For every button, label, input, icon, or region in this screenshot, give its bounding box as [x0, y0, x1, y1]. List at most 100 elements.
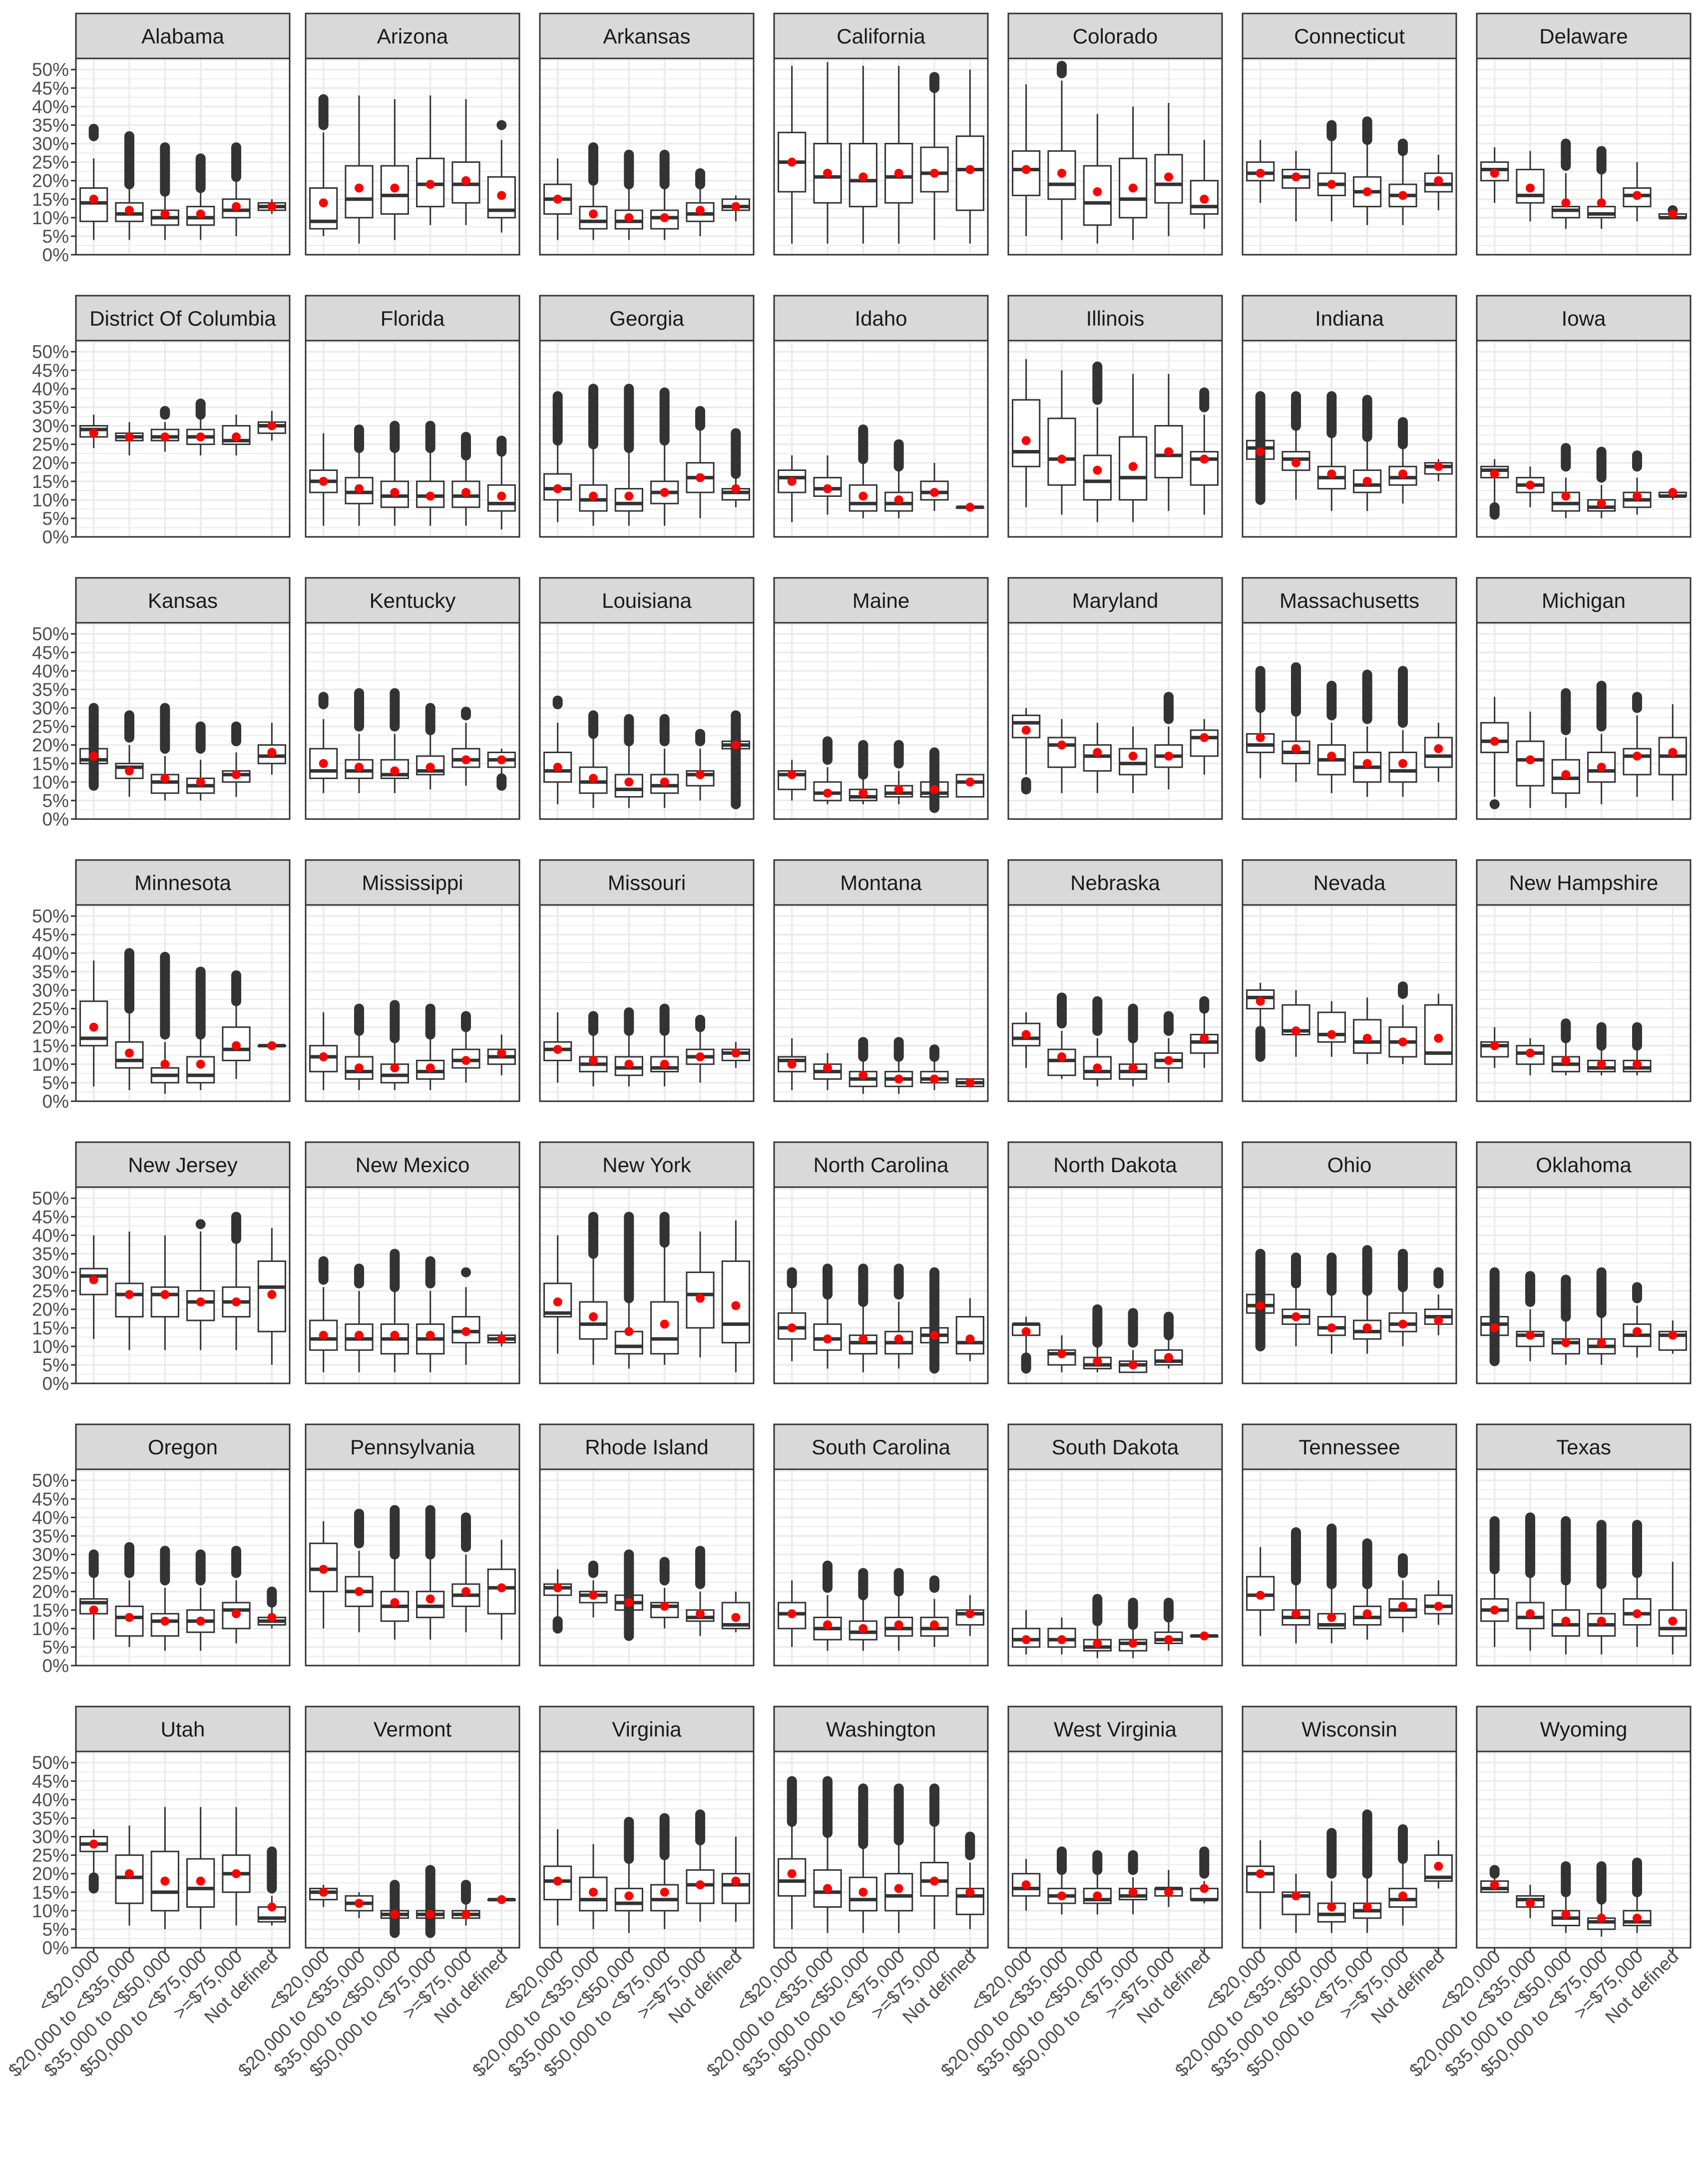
y-tick-label: 15%: [32, 1318, 69, 1338]
facet-title: Kentucky: [370, 589, 456, 612]
mean-point: [1291, 744, 1300, 754]
facet-strip: [773, 295, 989, 342]
y-tick-label: 10%: [32, 1054, 69, 1075]
panel-border: [1242, 57, 1457, 256]
mean-point: [589, 1056, 598, 1065]
y-tick-label: 15%: [32, 1600, 69, 1621]
facet-panel: Idaho: [773, 295, 989, 538]
facet-strip: [773, 12, 989, 59]
box: [380, 480, 409, 508]
facet-title: Maryland: [1072, 589, 1159, 612]
facet-title: Louisiana: [602, 589, 692, 612]
box: [579, 1301, 608, 1340]
mean-point: [390, 1063, 400, 1073]
mean-point: [823, 789, 832, 798]
mean-point: [89, 1839, 98, 1849]
panel-background: [774, 341, 988, 537]
panel-background: [1008, 623, 1222, 819]
mean-point: [267, 1902, 277, 1912]
facet-title: Indiana: [1315, 307, 1384, 330]
facet-title: Oklahoma: [1536, 1153, 1632, 1177]
panel-border: [773, 57, 989, 256]
box: [813, 1323, 842, 1351]
mean-point: [787, 476, 797, 486]
mean-point: [125, 1048, 134, 1058]
facet-strip: [75, 12, 291, 59]
mean-point: [1164, 447, 1173, 456]
panel-background: [76, 623, 290, 819]
mean-point: [660, 1319, 669, 1329]
facet-panel: Nevada: [1242, 859, 1457, 1102]
facet-strip: [539, 295, 755, 342]
mean-point: [426, 180, 435, 189]
mean-point: [1256, 168, 1265, 178]
facet-panel: Arizona: [305, 12, 520, 256]
mean-point: [160, 1290, 170, 1299]
y-tick-label: 20%: [32, 735, 69, 756]
mean-point: [731, 740, 741, 750]
mean-point: [1021, 1030, 1031, 1039]
mean-point: [1256, 447, 1265, 456]
y-tick-label: 10%: [32, 772, 69, 793]
mean-point: [589, 491, 598, 501]
mean-point: [823, 1063, 832, 1073]
panel-background: [1243, 58, 1456, 255]
mean-point: [1526, 1609, 1535, 1619]
panel-background: [1008, 58, 1222, 255]
y-tick-label: 5%: [42, 791, 69, 811]
facet-title: Colorado: [1073, 24, 1158, 48]
facet-strip: [1476, 1423, 1692, 1470]
mean-point: [1256, 1591, 1265, 1600]
mean-point: [267, 748, 277, 757]
mean-point: [1256, 996, 1265, 1006]
mean-point: [660, 213, 669, 222]
facet-title: North Carolina: [814, 1153, 949, 1177]
facet-strip: [1007, 1423, 1223, 1470]
mean-point: [267, 202, 277, 211]
box: [1012, 399, 1041, 467]
mean-point: [1164, 1056, 1173, 1065]
mean-point: [160, 432, 170, 441]
mean-point: [1398, 1037, 1407, 1047]
mean-point: [1362, 476, 1372, 486]
y-tick-label: 40%: [32, 943, 69, 963]
mean-point: [390, 1910, 400, 1919]
facet-strip: [773, 1706, 989, 1752]
facet-title: South Carolina: [812, 1435, 950, 1459]
y-tick-label: 15%: [32, 471, 69, 492]
mean-point: [125, 1290, 134, 1299]
panel-border: [539, 1468, 755, 1667]
mean-point: [89, 1022, 98, 1032]
facet-title: Illinois: [1086, 307, 1145, 330]
box: [1047, 737, 1076, 768]
mean-point: [858, 1071, 868, 1080]
panel-background: [1477, 623, 1691, 819]
facet-title: Nevada: [1313, 871, 1386, 894]
mean-point: [696, 1609, 705, 1619]
mean-point: [497, 755, 506, 765]
mean-point: [1668, 209, 1678, 219]
facet-panel: New York: [539, 1141, 755, 1384]
mean-point: [1597, 1913, 1606, 1923]
facet-title: Texas: [1556, 1435, 1611, 1459]
mean-point: [1526, 1048, 1535, 1058]
facet-title: California: [837, 24, 925, 48]
mean-point: [196, 1876, 205, 1886]
outlier-point: [195, 1219, 206, 1230]
panel-background: [76, 905, 290, 1101]
panel-background: [540, 1187, 754, 1383]
mean-point: [1256, 1301, 1265, 1310]
mean-point: [232, 1609, 241, 1619]
y-tick-label: 25%: [32, 434, 69, 455]
y-tick-label: 0%: [42, 245, 69, 265]
facet-strip: [539, 577, 755, 624]
outlier-point: [496, 120, 507, 130]
y-tick-label: 45%: [32, 1207, 69, 1227]
facet-strip: [1476, 12, 1692, 59]
y-tick-label: 20%: [32, 1017, 69, 1038]
mean-point: [1327, 180, 1336, 189]
mean-point: [1057, 1349, 1066, 1358]
mean-point: [1128, 1639, 1138, 1648]
y-tick-label: 30%: [32, 980, 69, 1001]
mean-point: [1490, 1041, 1499, 1050]
